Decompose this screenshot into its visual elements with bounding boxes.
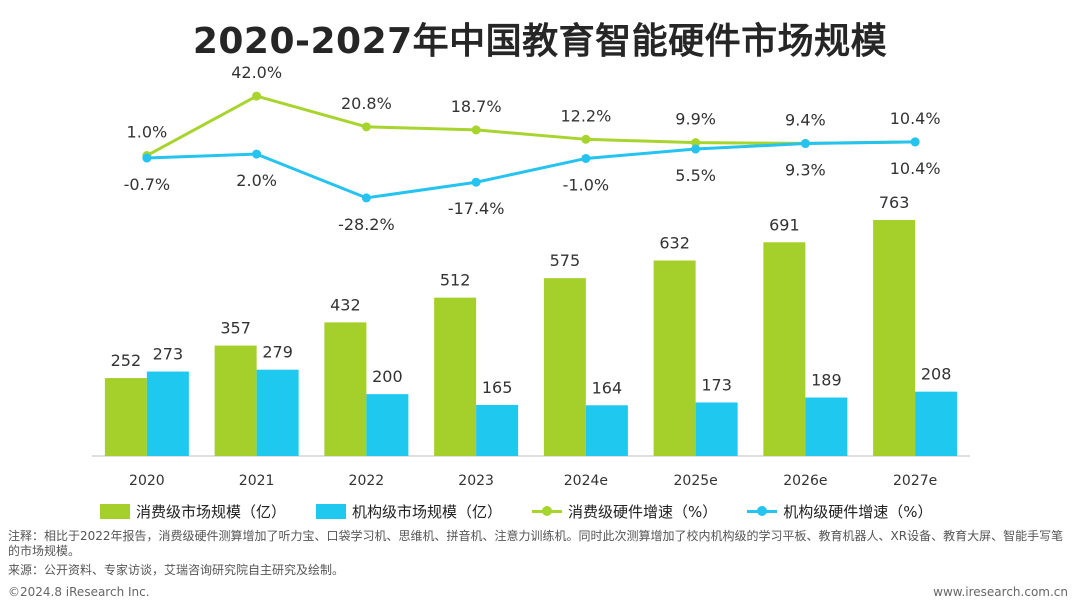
- legend-swatch-institution-bar: [316, 503, 347, 519]
- bar-consumer-2026e: [763, 242, 806, 456]
- bar-consumer-2027e: [873, 220, 916, 456]
- point-label-institution-2023: -17.4%: [448, 199, 505, 218]
- bar-institution-2020: [146, 371, 189, 456]
- point-consumer-2022: [361, 122, 371, 132]
- bar-label-institution-2025e: 173: [701, 375, 732, 394]
- point-institution-2022: [361, 193, 371, 203]
- bar-consumer-2022: [324, 322, 367, 456]
- point-label-institution-2027e: 10.4%: [890, 159, 941, 178]
- point-label-consumer-2025e: 9.9%: [675, 110, 716, 129]
- bar-consumer-2023: [434, 297, 477, 456]
- legend-item-consumer-line: 消费级硬件增速（%）: [532, 501, 717, 522]
- point-label-consumer-2027e: 10.4%: [890, 109, 941, 128]
- point-label-institution-2026e: 9.3%: [785, 161, 826, 180]
- bar-label-institution-2021: 279: [262, 343, 293, 362]
- x-tick-label-2026e: 2026e: [783, 473, 827, 489]
- chart-canvas: 252 273 2020 357 279 2021 432 200 2022 512 165 2023…: [92, 63, 970, 489]
- website-text: www.iresearch.com.cn: [933, 585, 1068, 599]
- bar-consumer-2024e: [543, 278, 586, 456]
- chart-title: 2020-2027年中国教育智能硬件市场规模: [192, 21, 888, 62]
- x-tick-label-2023: 2023: [458, 473, 494, 489]
- point-consumer-2021: [252, 91, 262, 101]
- point-institution-2027e: [910, 137, 920, 147]
- point-institution-2026e: [800, 139, 810, 149]
- legend-item-institution-line: 机构级硬件增速（%）: [747, 501, 933, 522]
- bar-label-consumer-2020: 252: [111, 351, 142, 370]
- point-institution-2021: [252, 149, 262, 159]
- x-tick-label-2020: 2020: [129, 473, 165, 489]
- legend-label-institution-line: 机构级硬件增速（%）: [783, 502, 933, 521]
- point-label-consumer-2024e: 12.2%: [560, 106, 611, 125]
- legend: 消费级市场规模（亿） 机构级市场规模（亿） 消费级硬件增速（%） 机构级硬件增速…: [100, 500, 1000, 522]
- x-tick-label-2027e: 2027e: [893, 473, 937, 489]
- legend-item-institution-bar: 机构级市场规模（亿）: [316, 501, 502, 522]
- legend-item-consumer-bar: 消费级市场规模（亿）: [100, 501, 286, 522]
- bar-institution-2025e: [695, 402, 738, 456]
- bar-label-consumer-2024e: 575: [550, 251, 581, 270]
- bar-label-consumer-2022: 432: [330, 295, 361, 314]
- bar-institution-2024e: [585, 405, 628, 456]
- bar-label-consumer-2026e: 691: [769, 215, 800, 234]
- bar-institution-2026e: [805, 397, 848, 456]
- point-institution-2025e: [691, 144, 701, 154]
- legend-swatch-institution-line: [747, 504, 778, 518]
- x-tick-label-2024e: 2024e: [564, 473, 608, 489]
- bar-institution-2027e: [915, 391, 958, 456]
- point-institution-2020: [142, 153, 152, 163]
- bar-institution-2023: [476, 404, 519, 456]
- point-consumer-2025e: [691, 138, 701, 148]
- bar-consumer-2020: [104, 378, 147, 456]
- bar-label-institution-2020: 273: [153, 345, 184, 364]
- bar-label-consumer-2025e: 632: [659, 234, 690, 253]
- legend-label-institution-bar: 机构级市场规模（亿）: [352, 502, 503, 521]
- point-consumer-2024e: [581, 134, 591, 144]
- point-consumer-2023: [471, 125, 481, 135]
- bar-institution-2022: [366, 394, 409, 456]
- point-institution-2024e: [581, 153, 591, 163]
- legend-swatch-consumer-bar: [100, 503, 130, 519]
- bar-label-institution-2024e: 164: [592, 378, 623, 397]
- x-tick-label-2025e: 2025e: [674, 473, 718, 489]
- bar-label-institution-2027e: 208: [921, 365, 952, 384]
- bar-label-consumer-2027e: 763: [879, 193, 910, 212]
- x-tick-label-2022: 2022: [349, 473, 385, 489]
- legend-swatch-consumer-line: [532, 504, 563, 518]
- point-label-institution-2025e: 5.5%: [675, 166, 716, 185]
- chart-source: 来源：公开资料、专家访谈，艾瑞咨询研究院自主研究及绘制。: [8, 563, 345, 577]
- bar-consumer-2021: [214, 345, 257, 456]
- bar-institution-2021: [256, 369, 299, 456]
- line-institution: [146, 140, 916, 200]
- point-label-consumer-2020: 1.0%: [127, 123, 168, 142]
- point-label-institution-2024e: -1.0%: [563, 175, 609, 194]
- bar-label-consumer-2021: 357: [220, 319, 251, 338]
- legend-label-consumer-bar: 消费级市场规模（亿）: [136, 502, 287, 521]
- point-label-consumer-2021: 42.0%: [231, 63, 282, 82]
- point-label-institution-2020: -0.7%: [124, 175, 170, 194]
- copyright-text: ©2024.8 iResearch Inc.: [8, 585, 150, 599]
- point-label-consumer-2022: 20.8%: [341, 94, 392, 113]
- bar-label-consumer-2023: 512: [440, 271, 471, 290]
- point-label-institution-2022: -28.2%: [338, 215, 395, 234]
- bar-label-institution-2022: 200: [372, 367, 403, 386]
- bar-consumer-2025e: [653, 260, 696, 456]
- point-label-consumer-2023: 18.7%: [451, 97, 502, 116]
- chart-note: 注释：相比于2022年报告，消费级硬件测算增加了听力宝、口袋学习机、思维机、拼音…: [8, 529, 1064, 558]
- bar-label-institution-2026e: 189: [811, 371, 842, 390]
- bar-label-institution-2023: 165: [482, 378, 513, 397]
- point-label-consumer-2026e: 9.4%: [785, 110, 826, 129]
- legend-label-consumer-line: 消费级硬件增速（%）: [568, 502, 718, 521]
- x-tick-label-2021: 2021: [239, 473, 275, 489]
- point-institution-2023: [471, 177, 481, 187]
- point-label-institution-2021: 2.0%: [236, 171, 277, 190]
